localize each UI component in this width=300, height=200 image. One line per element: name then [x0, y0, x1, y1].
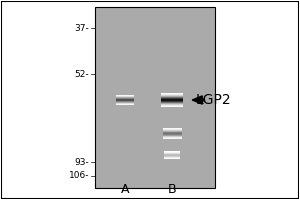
Bar — [164, 153, 181, 154]
Bar — [116, 100, 134, 101]
Text: 37-: 37- — [74, 24, 89, 33]
Bar — [163, 130, 182, 131]
Bar — [164, 152, 181, 153]
Bar — [163, 134, 182, 135]
Bar — [163, 137, 182, 138]
Bar — [161, 100, 183, 101]
Bar — [163, 129, 182, 130]
Text: 106-: 106- — [69, 171, 89, 180]
Bar — [163, 131, 182, 132]
Bar — [164, 157, 181, 158]
Bar — [116, 99, 134, 100]
Bar — [161, 98, 183, 99]
Text: 93-: 93- — [74, 158, 89, 167]
FancyArrow shape — [192, 96, 204, 104]
Bar — [161, 106, 183, 107]
Bar — [161, 103, 183, 104]
Bar — [161, 105, 183, 106]
Bar — [161, 93, 183, 94]
Text: 52-: 52- — [74, 70, 89, 79]
Bar — [161, 97, 183, 98]
Bar — [163, 132, 182, 133]
Bar — [116, 96, 134, 97]
Text: A: A — [121, 183, 129, 196]
Bar — [161, 101, 183, 102]
Bar — [163, 138, 182, 139]
Bar — [116, 101, 134, 102]
Bar — [164, 151, 181, 152]
Text: B: B — [168, 183, 177, 196]
Text: LGP2: LGP2 — [196, 93, 232, 107]
Bar — [163, 133, 182, 134]
Bar — [163, 135, 182, 136]
Bar — [164, 154, 181, 155]
Bar — [116, 98, 134, 99]
Bar — [161, 104, 183, 105]
Bar — [164, 158, 181, 159]
Bar — [164, 155, 181, 156]
Bar — [161, 96, 183, 97]
Bar — [116, 97, 134, 98]
Bar — [116, 103, 134, 104]
Bar — [161, 95, 183, 96]
Bar — [161, 94, 183, 95]
Bar — [95, 7, 215, 188]
Bar — [161, 102, 183, 103]
Bar — [116, 95, 134, 96]
Bar — [163, 128, 182, 129]
Bar — [164, 156, 181, 157]
Bar — [116, 102, 134, 103]
Bar — [163, 136, 182, 137]
Bar — [116, 104, 134, 105]
Bar — [161, 99, 183, 100]
